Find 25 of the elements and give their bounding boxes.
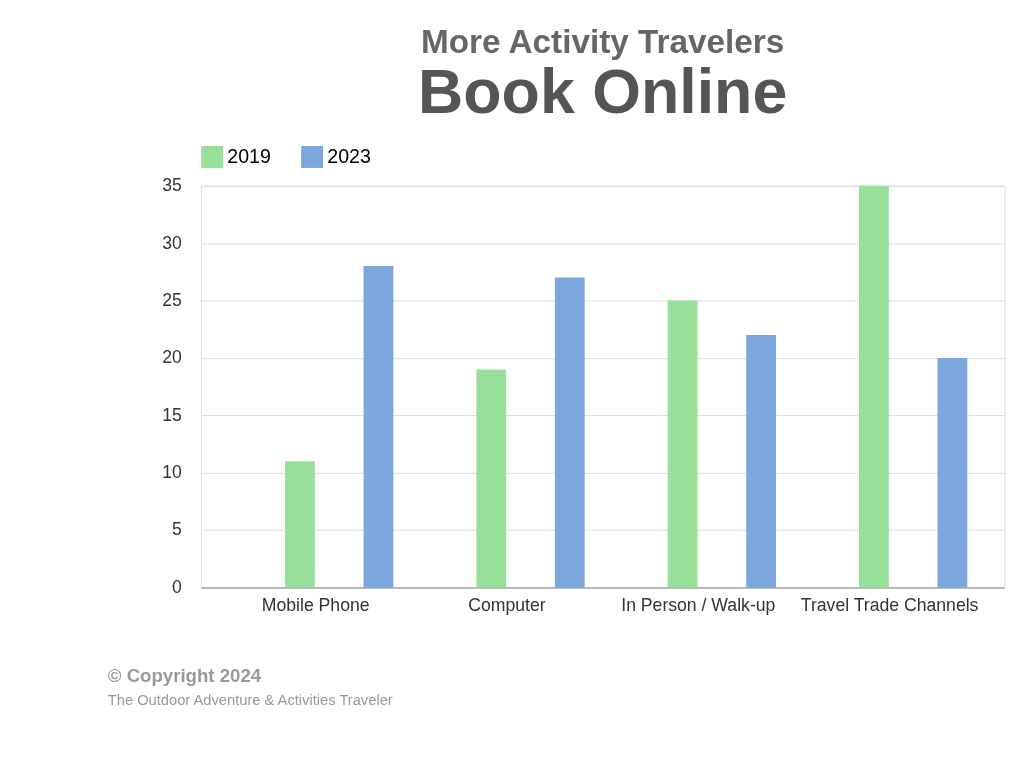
bar (746, 334, 776, 588)
bar (937, 357, 968, 588)
x-tick-label: In Person / Walk-up (621, 595, 776, 616)
y-tick-label: 30 (162, 232, 182, 253)
y-tick-label: 20 (162, 347, 182, 368)
y-tick-label: 15 (162, 404, 182, 425)
y-tick-label: 35 (162, 175, 182, 196)
text: © Copyright 2024 (107, 664, 262, 686)
y-tick-label: 5 (171, 519, 182, 540)
text: The Outdoor Adventure & Activities Traveler (107, 692, 393, 709)
bar (554, 277, 585, 588)
y-tick-label: 10 (162, 462, 182, 483)
bar (476, 369, 507, 588)
y-tick-label: 0 (171, 576, 182, 597)
legend-label: 2023 (327, 144, 371, 167)
y-tick-label: 25 (162, 289, 182, 310)
bar (859, 185, 889, 588)
bar (363, 266, 394, 588)
chart-title: More Activity Travelers (420, 23, 785, 61)
x-tick-label: Computer (468, 595, 546, 616)
legend-label: 2019 (227, 144, 271, 167)
bar (667, 300, 698, 588)
x-tick-label: Travel Trade Channels (800, 595, 979, 616)
x-tick-label: Mobile Phone (261, 595, 370, 616)
bar (285, 461, 315, 588)
